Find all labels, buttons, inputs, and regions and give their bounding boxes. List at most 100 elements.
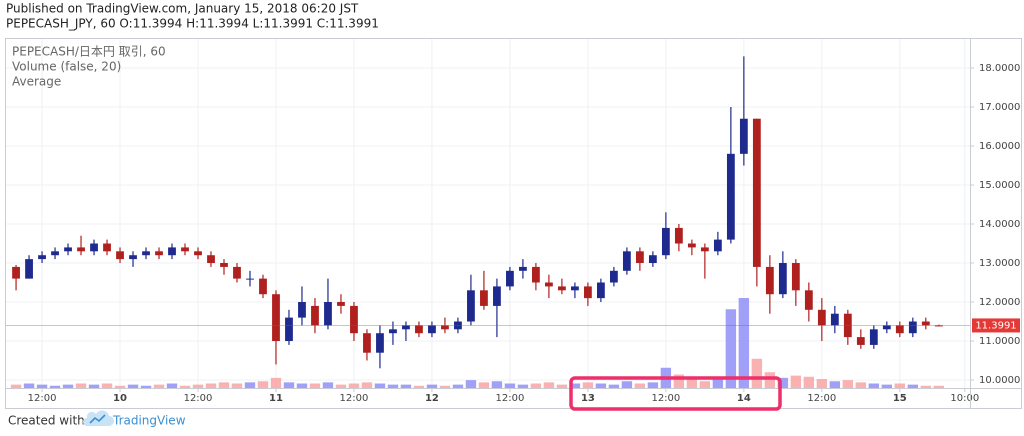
volume-bar	[231, 383, 243, 388]
candle-body	[428, 325, 436, 334]
volume-bar	[530, 383, 542, 388]
candle-body	[103, 243, 111, 252]
volume-bar	[712, 376, 724, 388]
candle-body	[700, 247, 709, 252]
candle-body	[493, 286, 501, 306]
volume-bar	[868, 383, 880, 388]
candle-body	[51, 251, 59, 256]
volume-bar	[374, 383, 386, 388]
candle-body	[752, 118, 761, 267]
volume-bar	[36, 384, 48, 388]
volume-bar	[855, 382, 867, 388]
candle-body	[895, 325, 904, 334]
y-tick-label: 12.0000	[979, 297, 1020, 308]
volume-bar	[114, 385, 126, 388]
x-tick-label: 12	[425, 393, 439, 404]
y-tick-label: 10.0000	[979, 375, 1020, 386]
candle-body	[337, 302, 345, 306]
candle-body	[635, 251, 644, 264]
candle-body	[181, 247, 189, 252]
volume-bar	[88, 384, 100, 388]
candle-body	[921, 321, 930, 326]
volume-bar	[257, 381, 269, 388]
volume-bar	[803, 376, 815, 388]
chart-frame	[5, 38, 1022, 409]
candle-body	[713, 239, 722, 252]
candle-body	[584, 286, 592, 299]
volume-bar	[751, 358, 763, 388]
symbol-line: PEPECASH_JPY, 60 O:11.3994 H:11.3994 L:1…	[6, 17, 379, 31]
candle-body	[726, 153, 735, 240]
volume-bar	[23, 383, 35, 388]
candle-body	[908, 321, 917, 334]
highlight-box	[569, 376, 782, 411]
x-tick-label: 12:00	[496, 393, 525, 404]
candle-body	[882, 325, 891, 330]
chart: 10.0000 11.0000 12.0000 13.0000 14.0000 15.00…	[5, 38, 1020, 404]
candle-body	[467, 290, 475, 322]
candle-body	[259, 278, 267, 295]
volume-bar	[452, 384, 464, 388]
candle-body	[441, 325, 449, 330]
volume-bar	[543, 382, 555, 388]
candle-body	[739, 118, 748, 154]
volume-bar	[699, 381, 711, 388]
y-tick-label: 11.0000	[979, 336, 1020, 347]
footer-brand: TradingView	[112, 414, 186, 428]
candle-body	[168, 247, 176, 256]
candle-body	[207, 255, 215, 264]
candle-body	[804, 290, 813, 310]
volume-bar	[725, 309, 737, 388]
candle-body	[869, 329, 878, 345]
volume-bar	[556, 384, 568, 388]
volume-bar	[166, 383, 178, 388]
candle-body	[687, 243, 696, 248]
candle-body	[38, 255, 46, 260]
candle-body	[622, 251, 631, 271]
volume-bar	[101, 383, 113, 388]
volume-bar	[205, 383, 217, 388]
candle-body	[324, 302, 332, 326]
y-tick-label: 15.0000	[979, 180, 1020, 191]
legend-average: Average	[12, 75, 61, 89]
candle-body	[480, 290, 488, 306]
x-tick-label: 12:00	[28, 393, 57, 404]
candle-body	[791, 263, 800, 291]
volume-bar	[413, 385, 425, 388]
candle-body	[155, 251, 163, 256]
published-line: Published on TradingView.com, January 15…	[6, 2, 359, 16]
candle-body	[64, 247, 72, 252]
volume-bar	[127, 384, 139, 388]
volume-bar	[673, 374, 685, 388]
volume-bar	[309, 383, 321, 388]
last-price-label: 11.3991	[975, 320, 1016, 331]
candle-body	[90, 243, 98, 252]
candle-body	[389, 329, 397, 334]
candle-body	[415, 325, 423, 334]
candle-body	[233, 266, 241, 279]
x-tick-label: 12:00	[340, 393, 369, 404]
x-tick-label: 12:00	[184, 393, 213, 404]
x-tick-label: 10:00	[950, 393, 979, 404]
footer-created: Created with	[8, 414, 85, 428]
volume-bar	[686, 379, 698, 388]
volume-bar	[920, 385, 932, 388]
volume-bar	[816, 379, 828, 388]
candle-body	[194, 251, 202, 256]
candle-body	[674, 227, 683, 244]
volume-bar	[270, 377, 282, 388]
volume-bar	[192, 384, 204, 388]
last-price-box	[972, 318, 1020, 333]
candle-body	[246, 278, 254, 280]
volume-bar	[491, 381, 503, 388]
candle-body	[661, 227, 670, 256]
volume-bar	[400, 384, 412, 388]
x-tick-label: 13	[581, 393, 595, 404]
volume-bar	[569, 383, 581, 388]
candle-body	[506, 270, 514, 287]
candle-body	[519, 266, 527, 271]
x-tick-label: 10	[113, 393, 127, 404]
volume-bar	[777, 377, 789, 388]
volume-bar	[621, 381, 633, 388]
